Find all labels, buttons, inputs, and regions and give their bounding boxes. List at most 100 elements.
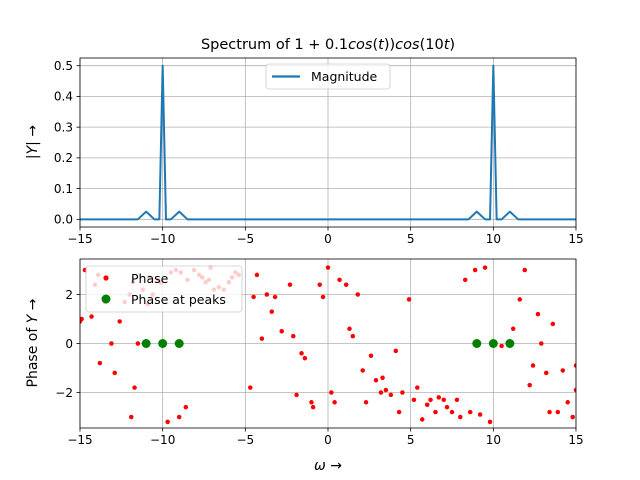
data-point-phase <box>251 294 256 300</box>
magnitude-legend: Magnitude <box>265 63 391 90</box>
magnitude-axes: −15 −10 −5 0 5 10 15 0.0 0.1 0.2 0.3 0.4 0.5 |Y| → M… <box>25 57 584 246</box>
data-point-phase <box>517 297 523 302</box>
x-tick-label: 15 <box>568 433 583 447</box>
x-tick-label: 15 <box>568 232 583 246</box>
data-point-phase <box>458 414 463 420</box>
data-point-phase <box>129 414 134 420</box>
x-tick-label: 10 <box>486 232 501 246</box>
y-tick-label: 0 <box>65 337 73 351</box>
data-point-phase <box>454 397 460 403</box>
data-point-phase-at-peaks <box>472 339 482 348</box>
y-tick-label: 0.1 <box>54 182 73 196</box>
data-point-phase <box>380 375 385 381</box>
data-point-phase <box>317 282 322 287</box>
data-point-phase <box>406 297 412 302</box>
data-point-phase <box>482 265 488 270</box>
data-point-phase <box>183 404 189 410</box>
data-point-phase <box>279 329 284 334</box>
legend-marker-phase <box>103 275 109 281</box>
data-point-phase <box>132 385 137 390</box>
data-point-phase <box>433 409 438 415</box>
data-point-phase <box>291 333 296 339</box>
data-point-phase <box>436 395 442 400</box>
data-point-phase <box>109 341 114 346</box>
magnitude-ticks: −15 −10 −5 0 5 10 15 0.0 0.1 0.2 0.3 0.4 0.5 <box>54 59 584 246</box>
x-tick-label: −5 <box>236 433 254 447</box>
data-point-phase <box>550 321 556 327</box>
data-point-phase <box>378 390 384 395</box>
y-tick-label: −2 <box>55 386 73 400</box>
data-point-phase <box>89 314 94 319</box>
data-point-phase <box>467 409 473 415</box>
data-point-phase <box>383 387 389 393</box>
data-point-phase <box>477 412 483 417</box>
data-point-phase <box>329 390 334 395</box>
data-point-phase <box>547 409 552 415</box>
data-point-phase <box>347 326 352 332</box>
phase-ticks: −15 −10 −5 0 5 10 15 −2 0 2 <box>55 288 583 447</box>
legend-label-phase: Phase <box>131 271 169 286</box>
x-tick-label: 0 <box>324 232 332 246</box>
legend-label-phase-at-peaks: Phase at peaks <box>131 292 226 307</box>
data-point-phase <box>337 277 342 283</box>
data-point-phase <box>444 404 450 410</box>
data-point-phase <box>368 353 374 358</box>
y-tick-label: 2 <box>65 288 73 302</box>
data-point-phase <box>396 409 402 415</box>
legend-box <box>85 265 243 313</box>
data-point-phase <box>487 419 493 425</box>
data-point-phase <box>309 400 314 405</box>
magnitude-plot-area <box>80 64 576 221</box>
data-point-phase <box>294 392 299 398</box>
data-point-phase <box>264 292 270 297</box>
phase-legend: Phase Phase at peaks <box>85 265 243 313</box>
legend-label-magnitude: Magnitude <box>311 69 378 84</box>
data-point-phase <box>393 348 399 354</box>
data-point-phase <box>499 343 504 349</box>
data-point-phase <box>472 267 478 273</box>
data-point-phase <box>363 400 369 405</box>
legend-marker-phase-at-peaks <box>101 294 111 304</box>
data-point-phase <box>462 277 468 283</box>
x-tick-label: −15 <box>67 232 92 246</box>
data-point-phase <box>299 351 304 356</box>
data-point-phase <box>565 400 570 405</box>
x-tick-label: 0 <box>324 433 332 447</box>
data-point-phase <box>117 319 122 324</box>
x-tick-label: −5 <box>236 232 254 246</box>
data-point-phase <box>355 292 361 297</box>
data-point-phase <box>419 417 425 422</box>
phase-xlabel: ω → <box>314 458 342 474</box>
data-point-phase <box>510 326 516 332</box>
data-point-phase <box>325 265 331 270</box>
data-point-phase <box>522 267 527 273</box>
data-point-phase <box>80 316 84 322</box>
phase-ylabel: Phase of Y → <box>25 298 41 387</box>
data-point-phase <box>400 390 405 395</box>
data-point-phase <box>287 282 293 287</box>
data-point-phase <box>415 385 420 390</box>
data-point-phase <box>332 400 337 405</box>
chart-title: Spectrum of 1 + 0.1cos(t))cos(10t) <box>201 37 455 53</box>
data-point-phase <box>555 409 561 415</box>
x-tick-label: 5 <box>407 232 415 246</box>
data-point-phase <box>543 370 549 376</box>
data-point-phase <box>449 409 455 415</box>
data-point-phase <box>428 397 433 403</box>
legend-box <box>265 63 391 90</box>
series-group <box>80 64 576 221</box>
data-point-phase <box>411 397 417 403</box>
data-point-phase <box>310 404 316 410</box>
y-tick-label: 0.2 <box>54 151 73 165</box>
data-point-phase <box>388 392 394 398</box>
data-point-phase <box>570 414 575 420</box>
data-point-phase <box>112 370 117 376</box>
x-tick-label: −10 <box>150 232 175 246</box>
data-point-phase <box>530 363 536 368</box>
data-point-phase <box>350 333 356 339</box>
data-point-phase <box>97 360 103 366</box>
data-point-phase-at-peaks <box>174 339 184 348</box>
y-tick-label: 0.0 <box>54 213 73 227</box>
data-point-phase-at-peaks <box>141 339 151 348</box>
